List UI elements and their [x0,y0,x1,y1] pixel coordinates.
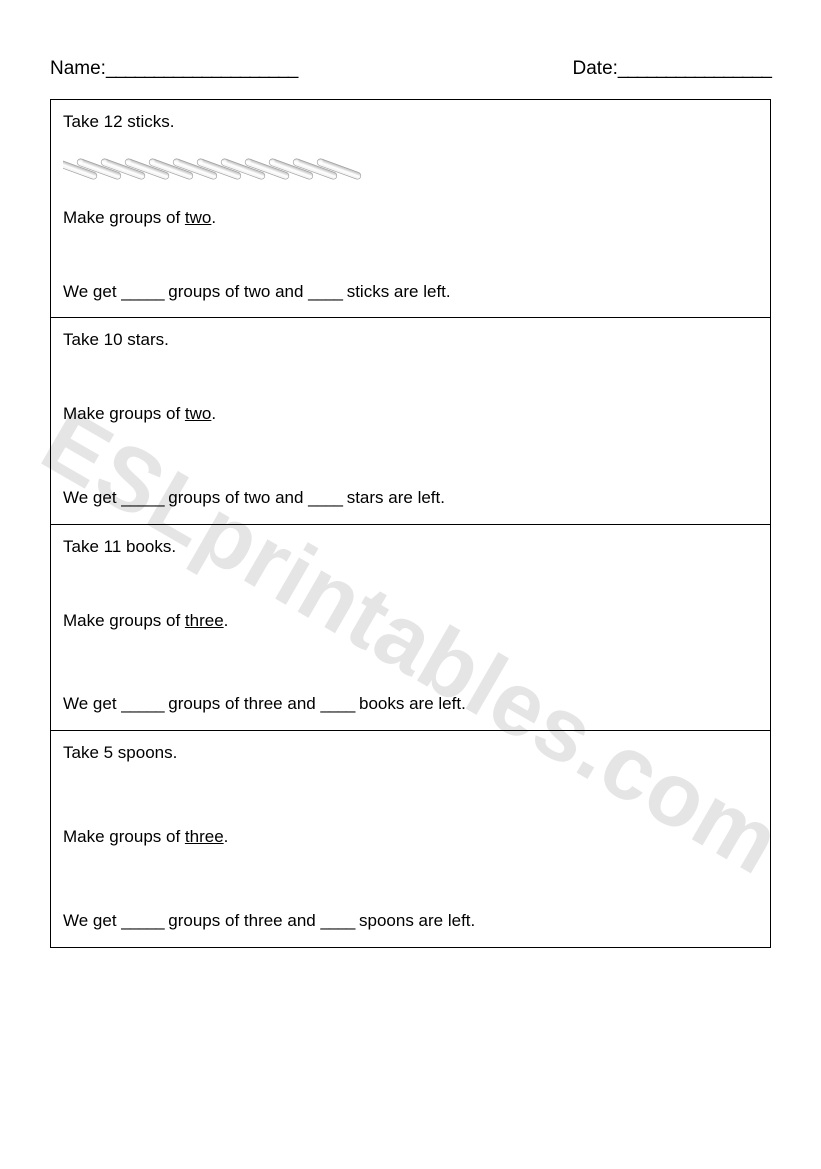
work-space [63,765,758,825]
blank-2[interactable]: ____ [320,911,354,930]
date-line[interactable]: ________________ [618,58,771,80]
blank-1[interactable]: _____ [121,694,163,713]
take-line: Take 12 sticks. [63,110,758,134]
result-pre: We get [63,694,121,713]
result-pre: We get [63,282,121,301]
blank-2[interactable]: ____ [308,488,342,507]
name-line[interactable]: ____________________ [106,58,297,80]
result-line: We get _____ groups of two and ____ stic… [63,280,758,304]
sticks-image [63,142,758,196]
work-space [63,849,758,909]
blank-2[interactable]: ____ [308,282,342,301]
result-post: books are left. [354,694,466,713]
name-block: Name: ____________________ [50,58,297,80]
result-pre: We get [63,488,121,507]
make-line: Make groups of three. [63,609,758,633]
make-line: Make groups of three. [63,825,758,849]
take-line: Take 11 books. [63,535,758,559]
take-line: Take 10 stars. [63,328,758,352]
make-post: . [224,827,229,846]
result-line: We get _____ groups of three and ____ bo… [63,692,758,716]
make-post: . [224,611,229,630]
blank-2[interactable]: ____ [320,694,354,713]
problem-cell-2: Take 10 stars. Make groups of two. We ge… [50,317,771,524]
make-line: Make groups of two. [63,402,758,426]
make-word: three [185,611,224,630]
result-post: stars are left. [342,488,445,507]
blank-1[interactable]: _____ [121,282,163,301]
date-block: Date: ________________ [573,58,772,80]
make-post: . [211,404,216,423]
result-mid: groups of three and [164,911,321,930]
work-space [63,230,758,280]
problem-cell-1: Take 12 sticks. Make groups of two. We g… [50,99,771,318]
result-mid: groups of two and [164,282,309,301]
problem-cell-3: Take 11 books. Make groups of three. We … [50,524,771,731]
make-word: two [185,208,211,227]
problem-cell-4: Take 5 spoons. Make groups of three. We … [50,730,771,947]
result-post: sticks are left. [342,282,451,301]
blank-1[interactable]: _____ [121,911,163,930]
header-row: Name: ____________________ Date: _______… [50,58,771,80]
result-line: We get _____ groups of two and ____ star… [63,486,758,510]
work-space [63,352,758,402]
date-label: Date: [573,58,618,80]
result-line: We get _____ groups of three and ____ sp… [63,909,758,933]
result-post: spoons are left. [354,911,475,930]
work-space [63,426,758,486]
blank-1[interactable]: _____ [121,488,163,507]
work-space [63,559,758,609]
worksheet-page: Name: ____________________ Date: _______… [0,0,821,998]
result-pre: We get [63,911,121,930]
make-pre: Make groups of [63,404,185,423]
make-word: three [185,827,224,846]
take-line: Take 5 spoons. [63,741,758,765]
make-post: . [211,208,216,227]
make-pre: Make groups of [63,611,185,630]
result-mid: groups of two and [164,488,309,507]
result-mid: groups of three and [164,694,321,713]
make-pre: Make groups of [63,208,185,227]
name-label: Name: [50,58,106,80]
make-word: two [185,404,211,423]
work-space [63,632,758,692]
make-line: Make groups of two. [63,206,758,230]
make-pre: Make groups of [63,827,185,846]
